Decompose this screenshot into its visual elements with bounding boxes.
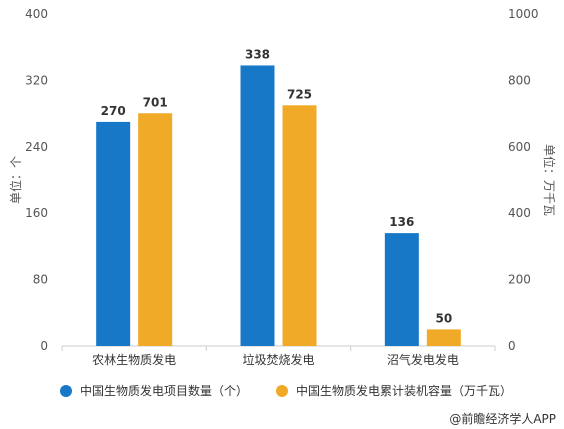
right-tick-label: 600 bbox=[508, 140, 531, 154]
category-label: 沼气发电发电 bbox=[387, 352, 459, 367]
category-labels: 农林生物质发电 垃圾焚烧发电 沼气发电发电 bbox=[92, 352, 459, 367]
category-label: 农林生物质发电 bbox=[92, 352, 176, 367]
right-tick-label: 800 bbox=[508, 73, 531, 87]
bar bbox=[426, 329, 461, 346]
data-labels: 270 701 338 725 136 50 bbox=[101, 47, 453, 325]
data-label: 136 bbox=[389, 215, 414, 229]
legend-swatch-blue bbox=[60, 384, 72, 397]
legend-item-project-count: 中国生物质发电项目数量（个） bbox=[60, 382, 248, 399]
left-tick-label: 320 bbox=[25, 73, 48, 87]
legend-swatch-orange bbox=[276, 384, 289, 397]
watermark: @前瞻经济学人APP bbox=[449, 412, 556, 426]
category-label: 垃圾焚烧发电 bbox=[242, 352, 314, 367]
right-tick-label: 400 bbox=[508, 206, 531, 220]
right-tick-label: 200 bbox=[508, 273, 531, 287]
data-label: 725 bbox=[287, 87, 312, 101]
left-tick-label: 0 bbox=[40, 339, 48, 353]
legend: 中国生物质发电项目数量（个） 中国生物质发电累计装机容量（万千瓦） bbox=[60, 382, 512, 399]
left-tick-label: 240 bbox=[25, 140, 48, 154]
left-axis-ticks: 0 80 160 240 320 400 bbox=[25, 7, 48, 353]
data-label: 338 bbox=[245, 47, 270, 61]
bar bbox=[96, 121, 131, 347]
data-label: 701 bbox=[143, 95, 168, 109]
category-tick-marks bbox=[61, 346, 496, 351]
left-axis-title: 单位：个 bbox=[8, 156, 23, 204]
left-tick-label: 400 bbox=[25, 7, 48, 21]
right-tick-label: 0 bbox=[508, 339, 516, 353]
right-axis-ticks: 0 200 400 600 800 1000 bbox=[508, 7, 539, 353]
bars bbox=[96, 65, 461, 347]
right-axis-title: 单位：万千瓦 bbox=[542, 144, 557, 216]
bar bbox=[384, 233, 419, 346]
data-label: 270 bbox=[101, 104, 126, 118]
left-tick-label: 80 bbox=[33, 273, 48, 287]
bar bbox=[240, 65, 275, 347]
legend-item-capacity: 中国生物质发电累计装机容量（万千瓦） bbox=[276, 382, 512, 399]
bar bbox=[282, 105, 317, 346]
bar bbox=[138, 113, 173, 346]
data-label: 50 bbox=[435, 311, 452, 325]
legend-label-project-count: 中国生物质发电项目数量（个） bbox=[80, 384, 249, 398]
legend-label-capacity: 中国生物质发电累计装机容量（万千瓦） bbox=[296, 384, 513, 398]
right-tick-label: 1000 bbox=[508, 7, 539, 21]
left-tick-label: 160 bbox=[25, 206, 48, 220]
